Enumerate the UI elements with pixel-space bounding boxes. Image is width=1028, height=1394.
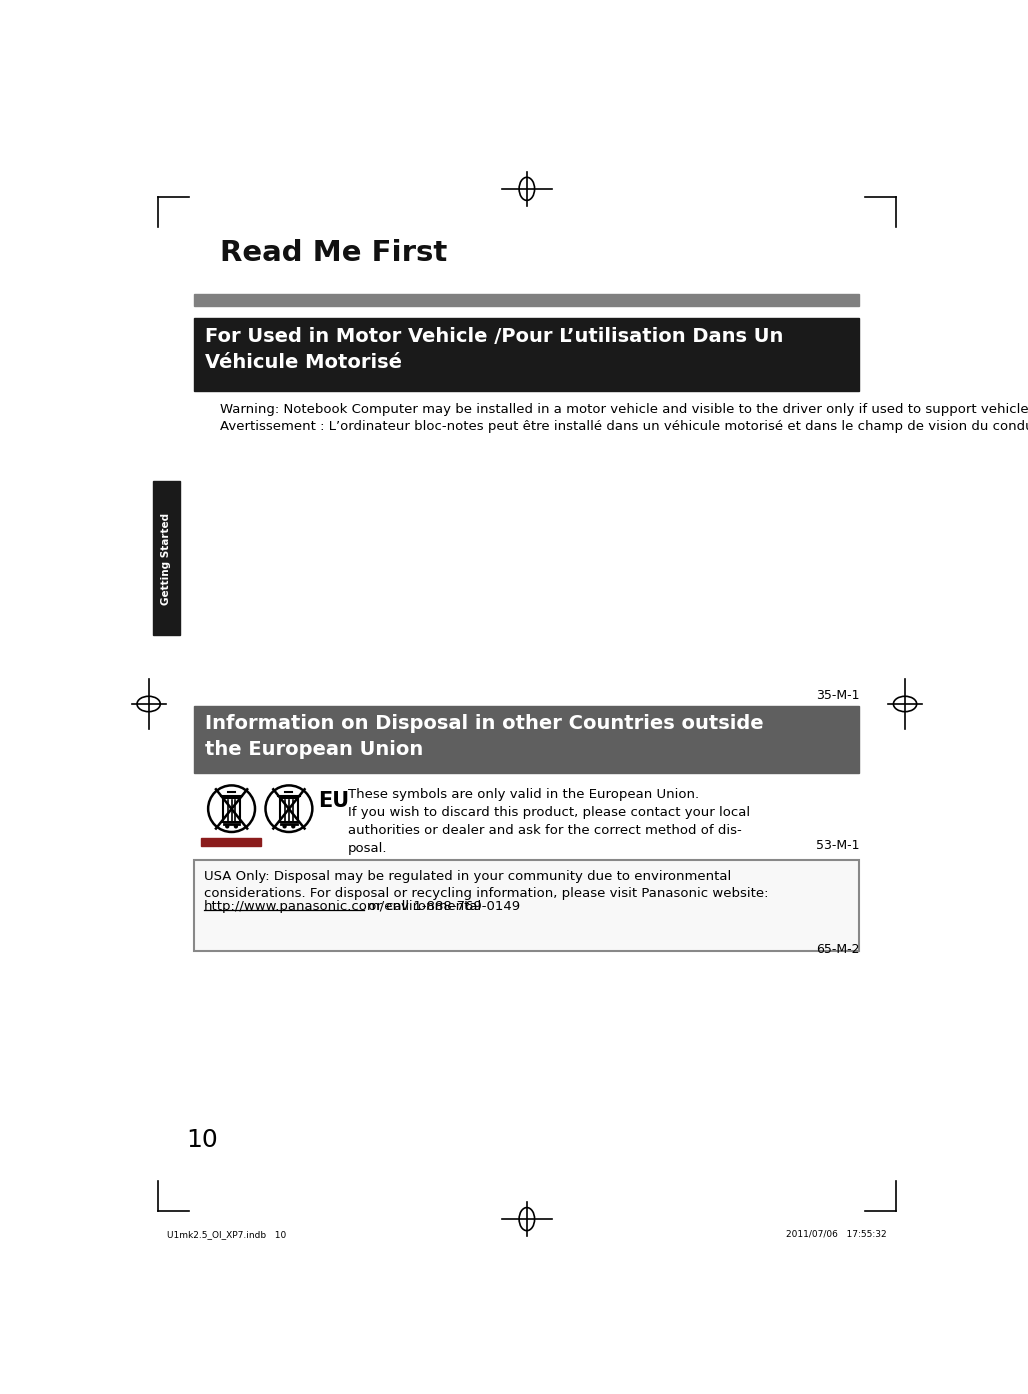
Bar — [194, 318, 859, 392]
Text: U1mk2.5_OI_XP7.indb   10: U1mk2.5_OI_XP7.indb 10 — [168, 1230, 287, 1239]
Text: 53-M-1: 53-M-1 — [816, 839, 859, 852]
Text: These symbols are only valid in the European Union.
If you wish to discard this : These symbols are only valid in the Euro… — [347, 788, 750, 855]
Text: 65-M-2: 65-M-2 — [816, 944, 859, 956]
Text: Read Me First: Read Me First — [220, 240, 447, 268]
Text: USA Only: Disposal may be regulated in your community due to environmental
consi: USA Only: Disposal may be regulated in y… — [204, 870, 768, 901]
Text: 35-M-1: 35-M-1 — [816, 690, 859, 703]
Text: Getting Started: Getting Started — [161, 513, 172, 605]
Circle shape — [233, 824, 238, 828]
Bar — [281, 797, 297, 822]
Bar — [200, 838, 261, 846]
Circle shape — [283, 824, 287, 828]
Bar — [194, 294, 859, 305]
Text: http://www.panasonic.com/environmental: http://www.panasonic.com/environmental — [204, 901, 482, 913]
Text: 2011/07/06   17:55:32: 2011/07/06 17:55:32 — [785, 1230, 886, 1239]
Text: Information on Disposal in other Countries outside
the European Union: Information on Disposal in other Countri… — [206, 714, 764, 758]
Text: EU: EU — [319, 790, 350, 811]
Text: or call 1-888-769-0149: or call 1-888-769-0149 — [364, 901, 520, 913]
FancyBboxPatch shape — [194, 860, 859, 951]
Text: For Used in Motor Vehicle /Pour L’utilisation Dans Un
Véhicule Motorisé: For Used in Motor Vehicle /Pour L’utilis… — [206, 328, 783, 372]
Circle shape — [291, 824, 295, 828]
Bar — [153, 481, 180, 636]
Text: 10: 10 — [187, 1128, 218, 1153]
Text: Warning: Notebook Computer may be installed in a motor vehicle and visible to th: Warning: Notebook Computer may be instal… — [220, 403, 1028, 432]
Circle shape — [225, 824, 229, 828]
Bar — [223, 797, 241, 822]
Bar — [194, 707, 859, 772]
